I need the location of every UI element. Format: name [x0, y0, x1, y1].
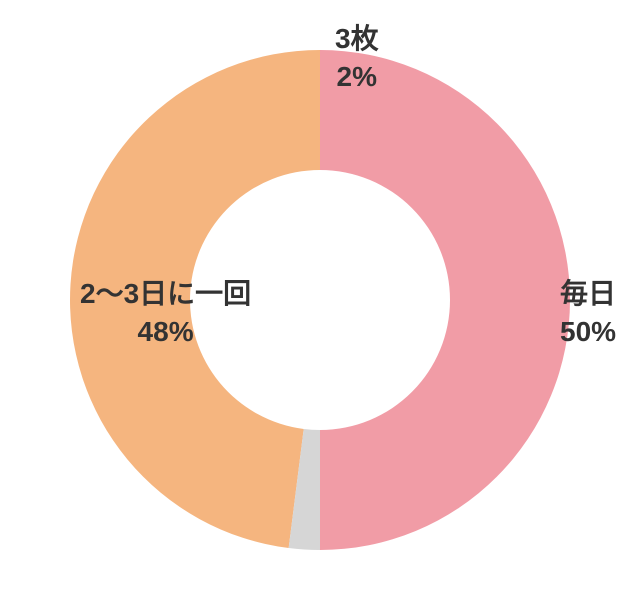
slice-label-every2to3: 2～3日に一回48% — [80, 275, 251, 351]
slice-label-daily: 毎日50% — [560, 275, 616, 351]
slice-daily — [320, 50, 570, 550]
slice-label-every2to3-line1: 2～3日に一回 — [80, 275, 251, 313]
slice-label-three: 3枚2% — [335, 20, 379, 96]
slice-label-daily-line2: 50% — [560, 313, 616, 351]
slice-label-three-line2: 2% — [335, 58, 379, 96]
donut-chart: 毎日50% 2～3日に一回48% 3枚2% — [0, 0, 640, 600]
slice-label-every2to3-line2: 48% — [80, 313, 251, 351]
slice-label-daily-line1: 毎日 — [560, 275, 616, 313]
slice-label-three-line1: 3枚 — [335, 20, 379, 58]
